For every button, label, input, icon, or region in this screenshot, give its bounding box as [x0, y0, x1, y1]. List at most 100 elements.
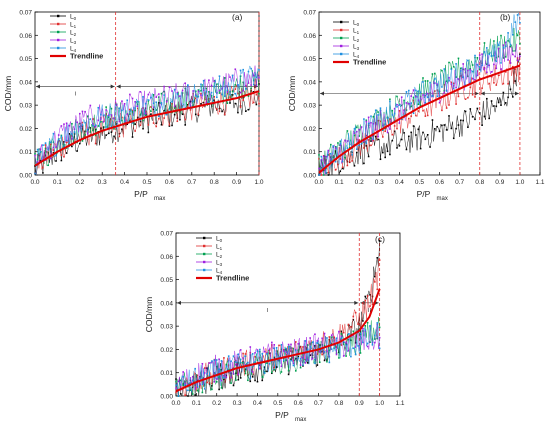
data-point — [302, 346, 304, 348]
data-point — [396, 95, 398, 98]
stage-label: II — [498, 99, 502, 105]
data-point — [237, 361, 240, 364]
x-axis-label: P/P — [134, 189, 148, 199]
data-point — [297, 349, 299, 351]
data-point — [481, 64, 483, 66]
data-point — [131, 111, 134, 113]
data-point — [486, 63, 488, 66]
data-point — [434, 128, 436, 130]
data-point — [271, 360, 273, 363]
y-tick-label: 0.07 — [303, 10, 316, 17]
data-point — [507, 40, 509, 42]
data-point — [268, 348, 271, 351]
data-point — [294, 349, 297, 352]
data-point — [237, 92, 239, 95]
data-point — [220, 379, 223, 382]
data-point — [434, 72, 436, 75]
data-point — [332, 156, 334, 158]
data-point — [450, 83, 453, 85]
x-axis-label-sub: max — [154, 196, 165, 202]
data-point — [192, 100, 194, 103]
data-point — [229, 76, 231, 78]
data-point — [68, 133, 71, 135]
data-point — [229, 102, 231, 104]
data-point — [351, 153, 353, 156]
data-point — [189, 377, 192, 379]
data-point — [134, 130, 136, 132]
data-point — [371, 303, 374, 306]
data-point — [410, 105, 412, 108]
data-point — [250, 87, 252, 90]
legend-label: L3 — [70, 38, 77, 46]
data-point — [457, 124, 460, 126]
data-point — [144, 102, 147, 105]
data-point — [199, 383, 201, 386]
legend-label: L2 — [353, 36, 360, 44]
data-point — [356, 151, 358, 154]
data-point — [163, 90, 165, 93]
data-point — [94, 124, 97, 127]
data-point — [358, 139, 360, 141]
data-point — [84, 121, 86, 124]
data-point — [223, 378, 225, 381]
data-point — [396, 127, 398, 130]
data-point — [121, 109, 123, 112]
data-point — [495, 84, 498, 86]
data-point — [398, 109, 401, 112]
data-point — [367, 139, 370, 141]
x-tick-label: 0.9 — [355, 400, 364, 407]
data-point — [398, 122, 401, 124]
data-point — [194, 372, 196, 375]
data-point — [396, 103, 398, 106]
data-point — [50, 141, 52, 144]
x-tick-label: 0.7 — [187, 179, 196, 186]
data-point — [249, 354, 252, 356]
data-point — [223, 357, 225, 359]
data-point — [334, 168, 337, 171]
legend-marker — [203, 268, 206, 272]
data-point — [500, 104, 502, 106]
data-point — [216, 83, 218, 86]
data-point — [333, 336, 335, 339]
data-point — [239, 362, 242, 365]
data-point — [168, 107, 171, 110]
data-point — [229, 93, 231, 96]
data-point — [504, 45, 507, 48]
data-point — [294, 341, 297, 343]
data-point — [471, 64, 474, 66]
data-point — [92, 123, 94, 125]
data-point — [86, 115, 89, 117]
data-point — [239, 349, 242, 351]
data-point — [371, 341, 374, 344]
data-point — [230, 376, 232, 379]
data-point — [309, 349, 311, 352]
data-point — [261, 352, 264, 355]
data-point — [318, 344, 321, 346]
data-point — [441, 69, 443, 72]
data-point — [171, 90, 173, 92]
data-point — [147, 93, 150, 96]
data-point — [345, 344, 347, 347]
data-point — [436, 83, 438, 86]
data-point — [306, 362, 309, 364]
data-point — [42, 166, 44, 169]
y-tick-label: 0.03 — [160, 324, 173, 331]
data-point — [497, 44, 500, 47]
data-point — [36, 148, 39, 151]
data-point — [471, 93, 474, 96]
data-point — [271, 372, 273, 375]
data-point — [255, 93, 258, 96]
data-point — [55, 160, 57, 162]
data-point — [131, 97, 134, 100]
data-point — [398, 104, 401, 106]
data-point — [182, 371, 184, 373]
legend-label: L2 — [70, 30, 77, 38]
data-point — [352, 315, 355, 318]
data-point — [431, 94, 434, 97]
data-point — [175, 384, 177, 387]
data-point — [370, 140, 372, 142]
data-point — [372, 138, 375, 140]
data-point — [251, 366, 254, 368]
data-point — [50, 150, 52, 153]
data-point — [160, 102, 163, 104]
